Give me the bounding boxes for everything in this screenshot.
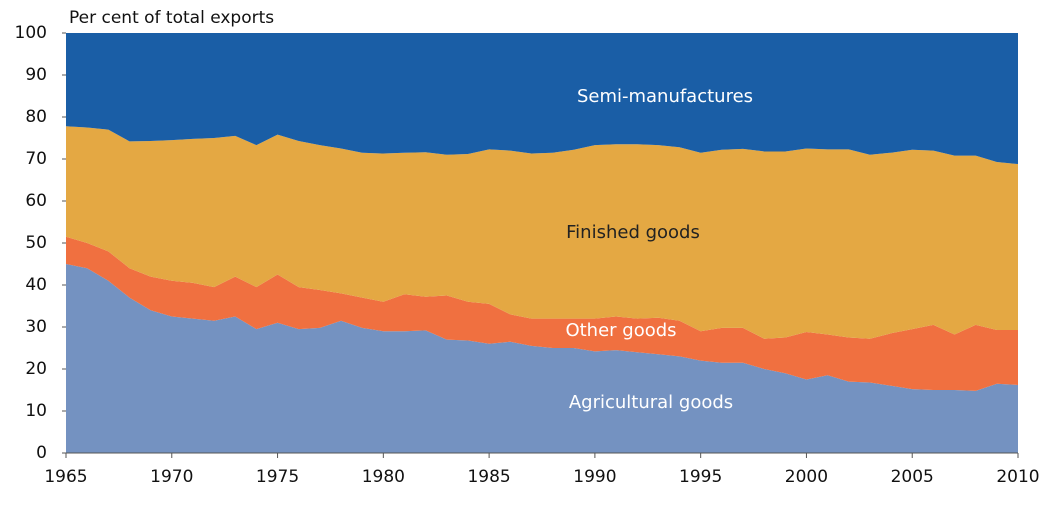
- x-tick-label: 1985: [467, 467, 510, 487]
- series-label: Other goods: [565, 320, 676, 341]
- y-tick-label: 20: [25, 359, 47, 379]
- x-tick-label: 2005: [891, 467, 934, 487]
- y-tick-label: 40: [25, 275, 47, 295]
- y-tick-label: 70: [25, 149, 47, 169]
- y-tick-label: 80: [25, 107, 47, 127]
- y-axis-label: Per cent of total exports: [69, 8, 274, 28]
- x-tick-label: 2000: [785, 467, 828, 487]
- y-tick-label: 30: [25, 317, 47, 337]
- area: [66, 33, 1018, 165]
- x-tick-label: 1965: [44, 467, 87, 487]
- y-tick-label: 0: [36, 443, 47, 463]
- x-tick-label: 1970: [150, 467, 193, 487]
- y-tick-label: 90: [25, 65, 47, 85]
- series-label: Agricultural goods: [569, 392, 733, 413]
- x-tick-label: 1975: [256, 467, 299, 487]
- y-tick-label: 50: [25, 233, 47, 253]
- x-tick-label: 1990: [573, 467, 616, 487]
- series-label: Finished goods: [566, 222, 700, 243]
- area: [66, 264, 1018, 453]
- y-tick-label: 10: [25, 401, 47, 421]
- area: [66, 126, 1018, 339]
- series-label: Semi-manufactures: [577, 86, 753, 107]
- x-tick-label: 1995: [679, 467, 722, 487]
- x-tick-label: 1980: [362, 467, 405, 487]
- x-tick-label: 2010: [996, 467, 1039, 487]
- y-tick-label: 100: [15, 23, 47, 43]
- area: [66, 236, 1018, 391]
- y-tick-label: 60: [25, 191, 47, 211]
